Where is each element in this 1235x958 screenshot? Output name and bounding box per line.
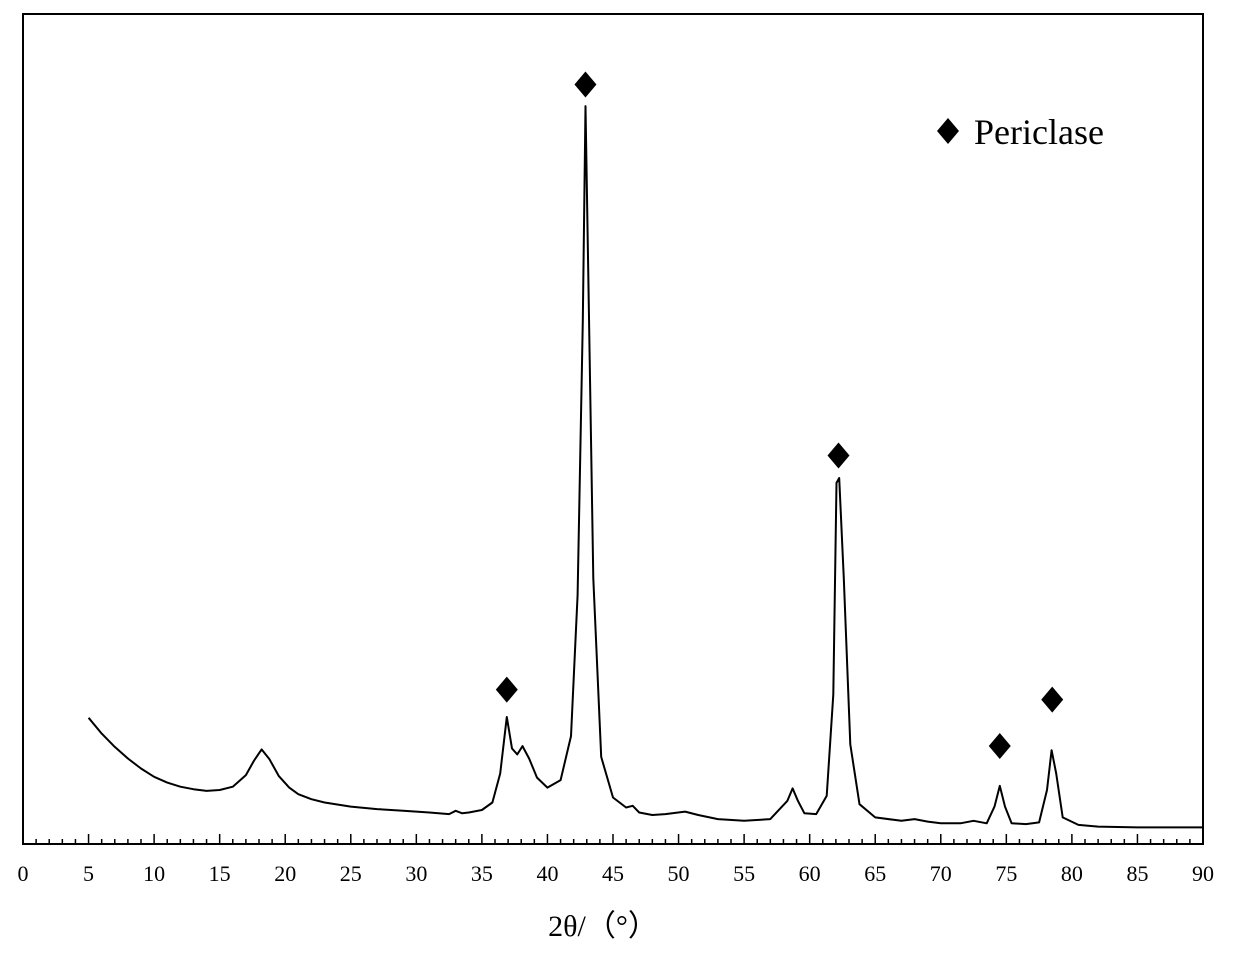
- x-tick-label: 5: [83, 861, 94, 886]
- x-tick-label: 80: [1061, 861, 1083, 886]
- x-tick-label: 40: [536, 861, 558, 886]
- x-axis-tick-labels: 0 5 10 15 20 25 30 35 40 45 50 55 60 65 70 75 80 85 90: [18, 861, 1215, 886]
- x-tick-label: 60: [799, 861, 821, 886]
- xrd-pattern-line: [87, 105, 1203, 829]
- x-tick-label: 65: [864, 861, 886, 886]
- x-tick-label: 85: [1126, 861, 1148, 886]
- x-tick-label: 20: [274, 861, 296, 886]
- periclase-diamond-icon: [1041, 686, 1064, 713]
- x-tick-label: 90: [1192, 861, 1214, 886]
- x-tick-label: 70: [930, 861, 952, 886]
- periclase-diamond-icon: [574, 71, 597, 98]
- x-tick-label: 50: [668, 861, 690, 886]
- x-axis-ticks: [22, 834, 1204, 844]
- x-tick-label: 55: [733, 861, 755, 886]
- legend-label: Periclase: [974, 112, 1104, 152]
- x-tick-label: 30: [405, 861, 427, 886]
- legend: Periclase: [937, 112, 1104, 152]
- periclase-diamond-icon: [988, 733, 1011, 760]
- periclase-peak-markers: [495, 71, 1064, 760]
- periclase-diamond-icon: [827, 442, 850, 469]
- x-tick-label: 75: [995, 861, 1017, 886]
- x-tick-label: 0: [18, 861, 29, 886]
- x-tick-label: 25: [340, 861, 362, 886]
- periclase-diamond-icon: [495, 676, 518, 703]
- x-tick-label: 45: [602, 861, 624, 886]
- x-axis-title: 2θ/（°）: [548, 910, 658, 943]
- x-tick-label: 10: [143, 861, 165, 886]
- x-tick-label: 35: [471, 861, 493, 886]
- legend-diamond-icon: [937, 118, 959, 144]
- x-tick-label: 15: [209, 861, 231, 886]
